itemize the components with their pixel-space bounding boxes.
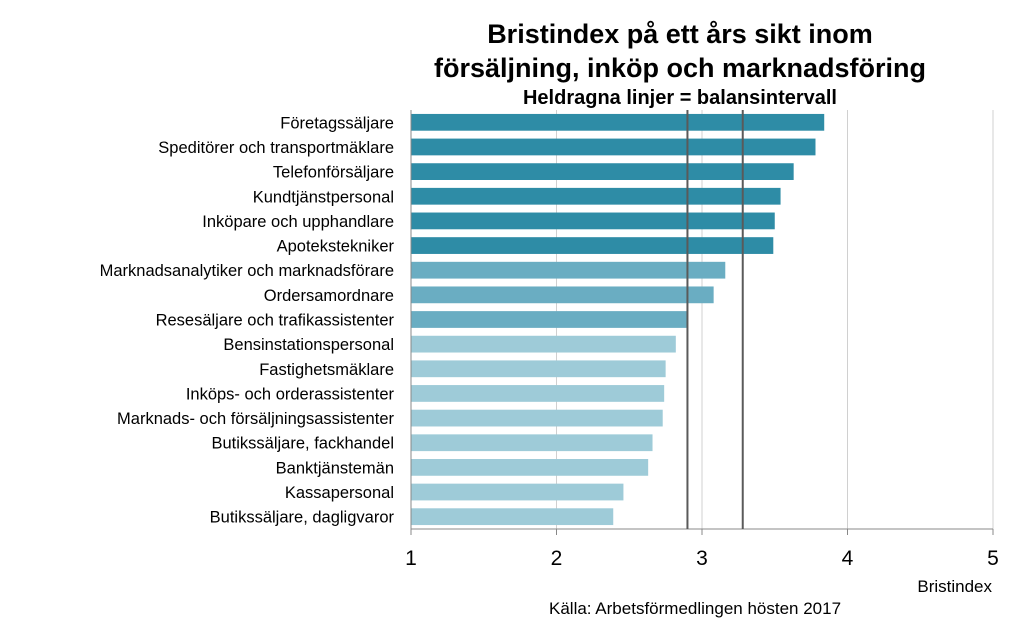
category-label: Fastighetsmäklare <box>259 361 394 379</box>
bar <box>411 508 614 526</box>
category-label: Banktjänstemän <box>276 459 394 477</box>
bar <box>411 163 794 180</box>
category-label: Kassapersonal <box>285 484 394 502</box>
category-label: Butikssäljare, fackhandel <box>211 435 394 453</box>
category-label: Företagssäljare <box>280 114 394 132</box>
category-label: Speditörer och transportmäklare <box>158 139 394 157</box>
bar <box>411 138 816 156</box>
bar <box>411 360 666 378</box>
category-label: Butikssäljare, dagligvaror <box>210 509 395 527</box>
bar <box>411 311 688 328</box>
source-note: Källa: Arbetsförmedlingen hösten 2017 <box>549 599 842 618</box>
x-tick-label: 2 <box>551 547 563 570</box>
bar <box>411 261 726 279</box>
chart-title-line-1: Bristindex på ett års sikt inom <box>487 19 873 49</box>
bar <box>411 409 663 427</box>
category-label: Marknadsanalytiker och marknadsförare <box>100 262 394 280</box>
bar <box>411 434 653 452</box>
bar <box>411 335 676 353</box>
category-label: Telefonförsäljare <box>273 164 394 182</box>
bar <box>411 113 825 131</box>
x-tick-label: 5 <box>987 547 999 570</box>
category-label: Bensinstationspersonal <box>223 336 394 354</box>
category-label: Resesäljare och trafikassistenter <box>156 312 395 330</box>
bar <box>411 385 665 402</box>
category-label: Marknads- och försäljningsassistenter <box>117 410 394 428</box>
x-tick-label: 1 <box>405 547 417 570</box>
bar <box>411 187 781 205</box>
bar <box>411 237 774 254</box>
category-label: Ordersamordnare <box>264 287 394 305</box>
chart-title-line-2: försäljning, inköp och marknadsföring <box>433 53 927 83</box>
bar <box>411 286 714 304</box>
x-tick-label: 4 <box>842 547 854 570</box>
bar <box>411 459 649 476</box>
chart-subtitle: Heldragna linjer = balansintervall <box>522 87 837 109</box>
bar <box>411 212 775 230</box>
category-label: Apotekstekniker <box>277 238 395 256</box>
category-label: Inköpare och upphandlare <box>202 213 394 231</box>
category-label: Inköps- och orderassistenter <box>186 385 395 403</box>
category-label: Kundtjänstpersonal <box>253 188 394 206</box>
x-tick-label: 3 <box>696 547 708 570</box>
bar <box>411 483 624 501</box>
x-axis-label: Bristindex <box>917 577 992 596</box>
